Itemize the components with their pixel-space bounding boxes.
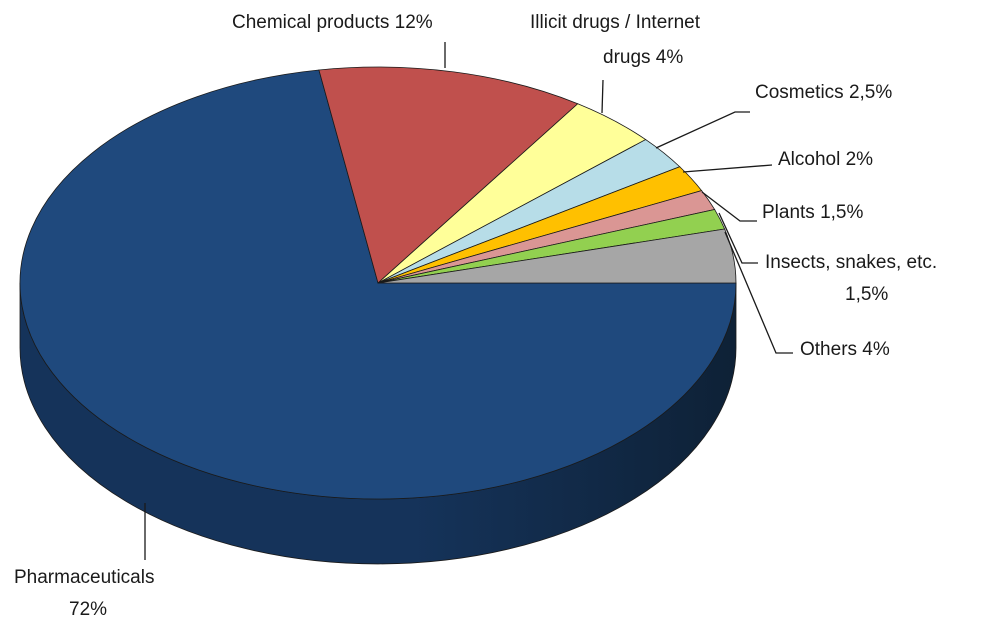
- leader-line-insects-snakes-etc: [718, 212, 758, 264]
- leader-line-plants: [701, 191, 757, 222]
- slice-label-pharmaceuticals-line-1: Pharmaceuticals: [14, 567, 154, 588]
- slice-label-illicit-drugs-internet-drugs-line-2: drugs 4%: [603, 47, 683, 68]
- slice-label-illicit-drugs-internet-drugs-line-1: Illicit drugs / Internet: [530, 12, 701, 33]
- leader-line-others: [724, 231, 793, 354]
- slice-label-alcohol: Alcohol 2%: [778, 149, 873, 170]
- slice-chemical-products: [318, 66, 579, 284]
- labels-layer: Pharmaceuticals 72% Chemical products 12% I…: [14, 12, 937, 620]
- slice-label-insects-snakes-etc-line-1: Insects, snakes, etc.: [765, 252, 937, 273]
- pie-slices-layer: [19, 66, 737, 500]
- slice-label-others: Others 4%: [800, 339, 890, 360]
- slice-others: [377, 228, 737, 284]
- slice-label-chemical-products: Chemical products 12%: [232, 12, 433, 33]
- slice-label-cosmetics: Cosmetics 2,5%: [755, 82, 892, 103]
- slice-label-pharmaceuticals-line-2: 72%: [69, 599, 107, 620]
- leader-line-illicit-drugs-internet-drugs: [601, 79, 604, 114]
- leader-lines-layer: [144, 42, 793, 560]
- slice-pharmaceuticals: [19, 69, 737, 500]
- leader-line-cosmetics: [655, 111, 750, 149]
- leader-line-alcohol: [682, 164, 773, 173]
- slice-label-insects-snakes-etc-line-2: 1,5%: [845, 284, 888, 305]
- slice-label-plants: Plants 1,5%: [762, 202, 863, 223]
